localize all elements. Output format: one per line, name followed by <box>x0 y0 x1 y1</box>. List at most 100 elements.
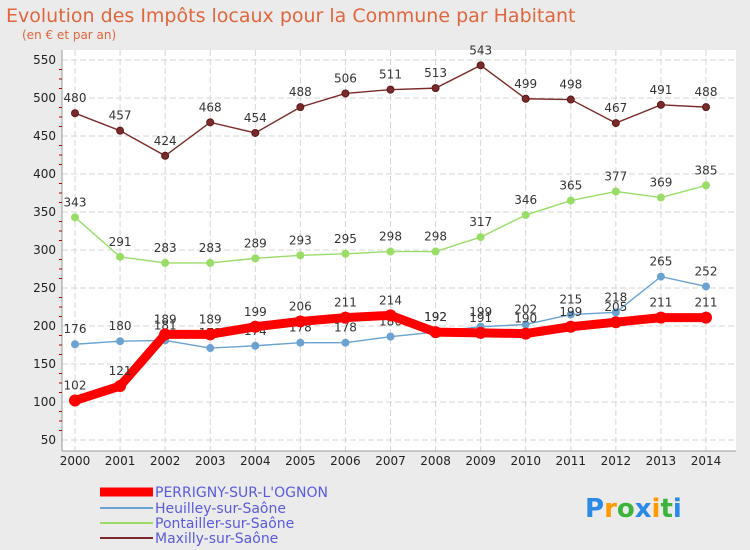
data-point <box>700 311 712 324</box>
data-point <box>656 100 665 109</box>
brand-letter: i <box>673 494 682 524</box>
data-point <box>71 109 79 118</box>
data-point <box>161 258 170 267</box>
data-label: 265 <box>649 255 672 269</box>
data-label: 467 <box>604 101 627 115</box>
data-label: 252 <box>695 264 718 278</box>
data-point <box>702 181 710 190</box>
data-point <box>116 126 125 135</box>
x-tick-label: 2005 <box>285 454 316 468</box>
data-label: 211 <box>334 296 357 310</box>
data-point <box>656 193 665 202</box>
data-point <box>251 254 260 263</box>
x-tick-label: 2012 <box>601 454 632 468</box>
x-tick-label: 2011 <box>556 454 587 468</box>
data-point <box>611 119 620 128</box>
y-tick-label: 150 <box>33 357 56 371</box>
y-tick-label: 300 <box>33 243 56 257</box>
x-tick-label: 2013 <box>646 454 677 468</box>
data-point <box>656 272 665 281</box>
data-label: 206 <box>289 299 312 313</box>
data-point <box>71 340 79 349</box>
data-point <box>476 233 485 242</box>
data-point <box>654 311 667 324</box>
y-tick-label: 350 <box>33 205 56 219</box>
data-label: 369 <box>649 176 672 190</box>
data-point <box>564 320 577 333</box>
data-point <box>431 84 440 93</box>
x-tick-label: 2003 <box>195 454 226 468</box>
brand-letter: P <box>585 494 604 524</box>
data-label: 480 <box>64 91 87 105</box>
legend: PERRIGNY-SUR-L'OGNONHeuilley-sur-SaônePo… <box>100 485 328 547</box>
data-point <box>341 249 350 258</box>
chart-title: Evolution des Impôts locaux pour la Comm… <box>6 5 576 27</box>
data-point <box>429 326 442 339</box>
y-tick-label: 100 <box>33 395 56 409</box>
data-point <box>386 332 395 341</box>
data-label: 295 <box>334 232 357 246</box>
data-point <box>609 316 622 329</box>
data-point <box>339 311 352 324</box>
data-label: 377 <box>604 169 627 183</box>
data-point <box>519 327 532 340</box>
data-point <box>296 338 305 347</box>
data-label: 499 <box>514 77 537 91</box>
data-label: 298 <box>379 230 402 244</box>
data-point <box>69 394 81 407</box>
data-label: 506 <box>334 71 357 85</box>
y-tick-label: 50 <box>41 433 56 447</box>
series-2: 343 291 283 283 289 293 295 298 298 317 346 365 377 3… <box>64 163 717 267</box>
data-label: 102 <box>64 378 87 392</box>
data-label: 215 <box>559 293 582 307</box>
x-tick-label: 2002 <box>150 454 181 468</box>
y-tick-label: 250 <box>33 281 56 295</box>
data-point <box>474 326 487 339</box>
data-label: 457 <box>109 109 132 123</box>
data-point <box>114 380 127 393</box>
legend-label: Pontailler-sur-Saône <box>155 516 294 532</box>
data-label: 178 <box>334 321 357 335</box>
data-label: 468 <box>199 100 222 114</box>
data-label: 199 <box>469 305 492 319</box>
chart-subtitle: (en € et par an) <box>22 28 116 42</box>
data-point <box>251 341 260 350</box>
x-tick-label: 2004 <box>240 454 271 468</box>
data-point <box>294 315 307 328</box>
data-label: 293 <box>289 233 312 247</box>
data-label: 189 <box>199 312 222 326</box>
data-label: 199 <box>244 305 267 319</box>
y-tick-label: 450 <box>33 129 56 143</box>
brand-letter: r <box>604 494 617 524</box>
data-label: 488 <box>289 85 312 99</box>
data-point <box>702 282 710 291</box>
brand-letter: x <box>635 494 652 524</box>
data-label: 214 <box>379 293 402 307</box>
proxiti-logo: Proxiti <box>585 494 682 524</box>
data-label: 199 <box>559 305 582 319</box>
data-label: 491 <box>649 83 672 97</box>
data-label: 543 <box>469 43 492 57</box>
y-tick-label: 200 <box>33 319 56 333</box>
axes: 50 100 150 200 250 300 350 400 450 500 550 2000 2001… <box>33 50 736 468</box>
data-label: 202 <box>514 302 537 316</box>
data-label: 211 <box>649 296 672 310</box>
x-tick-label: 2009 <box>465 454 496 468</box>
data-point <box>611 187 620 196</box>
data-point <box>431 247 440 256</box>
legend-label: Heuilley-sur-Saône <box>155 501 286 517</box>
brand-letter: t <box>660 494 672 524</box>
data-point <box>206 118 215 127</box>
data-point <box>116 252 125 261</box>
data-label: 513 <box>424 66 447 80</box>
brand-text: Proxiti <box>585 494 682 524</box>
data-point <box>521 211 530 220</box>
data-point <box>476 61 485 70</box>
brand-letter: o <box>617 494 635 524</box>
data-label: 283 <box>199 241 222 255</box>
data-label: 218 <box>604 290 627 304</box>
legend-label: Maxilly-sur-Saône <box>155 531 278 547</box>
data-label: 424 <box>154 134 177 148</box>
data-point <box>341 338 350 347</box>
